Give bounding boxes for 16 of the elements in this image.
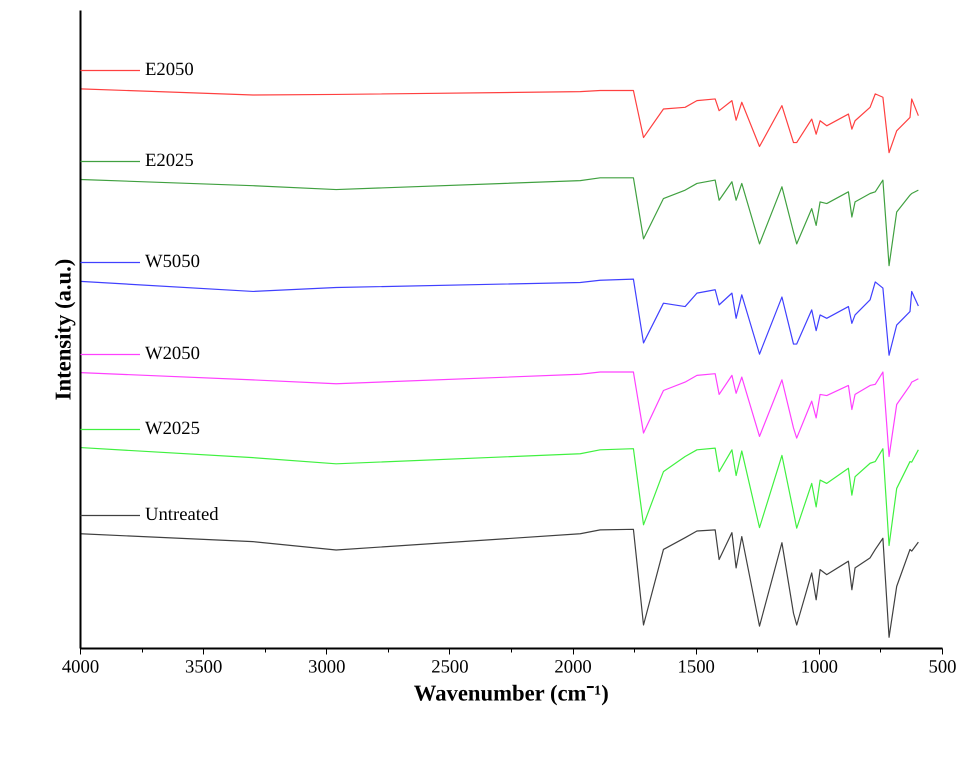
legend-label: E2050	[145, 59, 194, 81]
x-tick-label: 1000	[800, 656, 838, 678]
x-tick-label: 4000	[62, 656, 100, 678]
legend-label: W2050	[145, 343, 200, 365]
x-tick-label: 3000	[308, 656, 346, 678]
x-tick-label: 3500	[184, 656, 222, 678]
x-tick-label: 2000	[554, 656, 592, 678]
x-tick-label: 2500	[431, 656, 469, 678]
x-axis-title: Wavenumber (cm⁻¹)	[414, 680, 609, 706]
x-tick-label: 500	[928, 656, 956, 678]
legend-label: W5050	[145, 251, 200, 273]
y-axis-title: Intensity (a.u.)	[50, 258, 76, 400]
legend-label: E2025	[145, 150, 194, 172]
x-tick-label: 1500	[678, 656, 715, 678]
legend-label: Untreated	[145, 504, 219, 526]
legend-label: W2025	[145, 418, 200, 440]
